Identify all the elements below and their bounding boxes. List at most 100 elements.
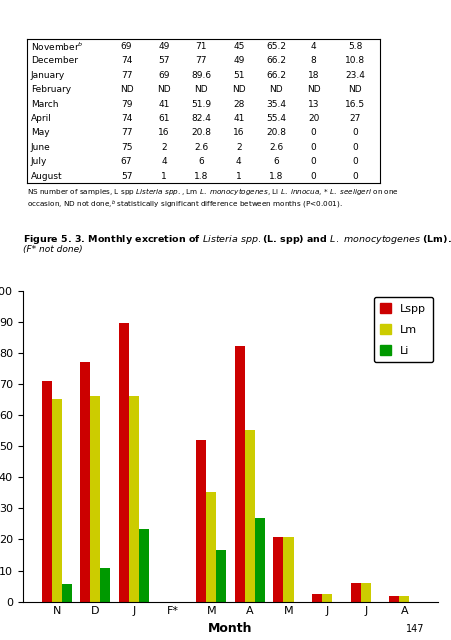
- Text: 71: 71: [195, 42, 207, 51]
- Text: Figure 5. 3. Monthly excretion of $\mathit{Listeria}$ $\mathit{spp.}$(L. spp) an: Figure 5. 3. Monthly excretion of $\math…: [23, 233, 451, 246]
- Text: 79: 79: [120, 100, 132, 109]
- Text: 77: 77: [120, 129, 132, 138]
- Bar: [273, 537, 283, 602]
- Bar: [244, 429, 254, 602]
- Text: 74: 74: [120, 56, 132, 65]
- Text: (F* not done): (F* not done): [23, 245, 82, 254]
- Text: 0: 0: [310, 129, 316, 138]
- X-axis label: Month: Month: [208, 622, 252, 635]
- Text: January: January: [31, 71, 65, 80]
- Bar: [388, 596, 399, 602]
- Text: 23.4: 23.4: [345, 71, 364, 80]
- Text: 2.6: 2.6: [268, 143, 283, 152]
- Bar: [216, 550, 226, 602]
- Text: 51.9: 51.9: [191, 100, 211, 109]
- Text: 0: 0: [310, 157, 316, 166]
- Bar: [100, 568, 110, 602]
- Text: 66.2: 66.2: [266, 56, 285, 65]
- Text: ND: ND: [269, 85, 282, 94]
- Text: November$^b$: November$^b$: [31, 40, 83, 52]
- Text: 55.4: 55.4: [266, 114, 285, 123]
- Bar: [90, 396, 100, 602]
- Text: 4: 4: [310, 42, 316, 51]
- Text: ND: ND: [231, 85, 245, 94]
- Bar: [322, 593, 331, 602]
- Text: April: April: [31, 114, 52, 123]
- Bar: [311, 593, 322, 602]
- Text: 4: 4: [161, 157, 166, 166]
- Text: 67: 67: [120, 157, 132, 166]
- Text: July: July: [31, 157, 47, 166]
- Text: 4: 4: [235, 157, 241, 166]
- Text: 20.8: 20.8: [191, 129, 211, 138]
- Text: 20: 20: [307, 114, 319, 123]
- Text: December: December: [31, 56, 78, 65]
- Text: 57: 57: [120, 172, 132, 180]
- Text: NS number of samples, L spp $\mathit{Listeria}$ $\mathit{spp.}$, Lm $\mathit{L.}: NS number of samples, L spp $\mathit{Lis…: [27, 186, 398, 211]
- Text: 1: 1: [161, 172, 166, 180]
- Bar: [399, 596, 409, 602]
- Bar: [61, 584, 72, 602]
- Text: 35.4: 35.4: [266, 100, 285, 109]
- Text: 41: 41: [158, 100, 169, 109]
- Text: June: June: [31, 143, 51, 152]
- Text: 147: 147: [405, 625, 424, 634]
- Text: 61: 61: [158, 114, 170, 123]
- Text: August: August: [31, 172, 62, 180]
- Text: 2: 2: [235, 143, 241, 152]
- Text: 28: 28: [233, 100, 244, 109]
- Text: 77: 77: [120, 71, 132, 80]
- Text: ND: ND: [194, 85, 208, 94]
- Text: 0: 0: [352, 129, 357, 138]
- Text: 0: 0: [310, 143, 316, 152]
- Text: 1: 1: [235, 172, 241, 180]
- Text: ND: ND: [120, 85, 133, 94]
- Bar: [283, 537, 293, 602]
- Text: 69: 69: [158, 71, 170, 80]
- Text: 1.8: 1.8: [194, 172, 208, 180]
- Text: 1.8: 1.8: [268, 172, 283, 180]
- Text: 0: 0: [352, 143, 357, 152]
- Text: 0: 0: [310, 172, 316, 180]
- Text: 0: 0: [352, 157, 357, 166]
- Text: 6: 6: [198, 157, 204, 166]
- Text: 13: 13: [307, 100, 319, 109]
- Text: 51: 51: [233, 71, 244, 80]
- Bar: [206, 492, 216, 602]
- Text: 16.5: 16.5: [345, 100, 364, 109]
- Bar: [41, 381, 51, 602]
- Bar: [254, 518, 264, 602]
- Text: 16: 16: [158, 129, 170, 138]
- Bar: [196, 440, 206, 602]
- Text: ND: ND: [348, 85, 361, 94]
- Bar: [360, 583, 370, 602]
- Text: 65.2: 65.2: [266, 42, 285, 51]
- Text: 0: 0: [352, 172, 357, 180]
- Text: 5.8: 5.8: [347, 42, 362, 51]
- Text: May: May: [31, 129, 50, 138]
- Bar: [129, 396, 138, 602]
- Text: 8: 8: [310, 56, 316, 65]
- Text: 41: 41: [233, 114, 244, 123]
- Text: 77: 77: [195, 56, 207, 65]
- Text: 82.4: 82.4: [191, 114, 211, 123]
- Bar: [234, 346, 244, 602]
- Text: ND: ND: [306, 85, 320, 94]
- Text: 2: 2: [161, 143, 166, 152]
- Bar: [80, 362, 90, 602]
- Bar: [119, 323, 129, 602]
- Text: 74: 74: [120, 114, 132, 123]
- Text: ND: ND: [157, 85, 170, 94]
- Legend: Lspp, Lm, Li: Lspp, Lm, Li: [373, 296, 432, 362]
- Text: February: February: [31, 85, 71, 94]
- Text: 69: 69: [120, 42, 132, 51]
- Text: 20.8: 20.8: [266, 129, 285, 138]
- Text: 75: 75: [120, 143, 132, 152]
- Bar: [138, 529, 149, 602]
- Text: 2.6: 2.6: [194, 143, 208, 152]
- Bar: [350, 583, 360, 602]
- Text: 27: 27: [349, 114, 360, 123]
- Text: 49: 49: [233, 56, 244, 65]
- Text: 18: 18: [307, 71, 319, 80]
- Text: 45: 45: [233, 42, 244, 51]
